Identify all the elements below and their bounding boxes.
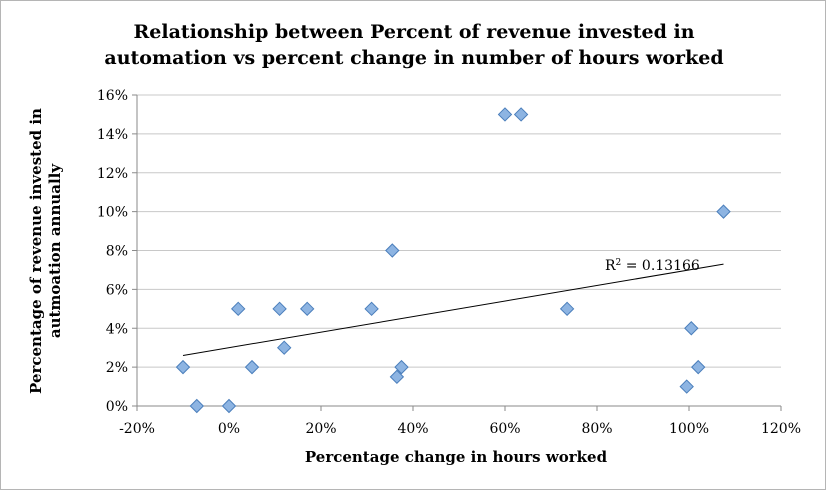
r-squared-prefix: R (605, 258, 616, 274)
data-point (189, 398, 205, 414)
data-point (221, 398, 237, 414)
r-squared-value: = 0.13166 (621, 258, 700, 274)
data-points (175, 107, 731, 414)
x-tick-label: -20% (119, 421, 155, 437)
y-axis-title-line-2: autmoation annually (46, 163, 64, 338)
chart-title-line-1: Relationship between Percent of revenue … (133, 21, 694, 43)
y-tick-label: 16% (97, 88, 128, 104)
y-axis-title: Percentage of revenue invested in autmoa… (27, 108, 64, 394)
data-point (679, 379, 694, 394)
data-point (684, 321, 699, 336)
data-point (276, 340, 292, 355)
y-tick-label: 8% (106, 244, 128, 260)
data-point (513, 107, 529, 122)
r-squared-label: R2 = 0.13166 (605, 258, 700, 274)
data-point (299, 301, 315, 317)
trendline-group (182, 263, 724, 356)
data-point (175, 359, 191, 375)
y-tick-label: 10% (97, 205, 128, 221)
data-point (389, 369, 405, 385)
trendline (182, 263, 724, 356)
r-squared-superscript: 2 (616, 258, 622, 268)
data-point (690, 359, 706, 375)
x-tick-label: 20% (305, 421, 336, 437)
data-point (272, 301, 287, 317)
data-point (230, 301, 246, 317)
data-point (364, 301, 379, 317)
x-tick-label: 120% (761, 421, 801, 437)
y-tick-label: 14% (97, 127, 128, 143)
tick-labels: 0% 2% 4% 6% 8% 10% 12% 14% 16% -20% 0% 20% 40% 60% 80%… (97, 88, 801, 437)
data-point (497, 107, 513, 122)
y-tick-label: 12% (97, 166, 128, 182)
data-point (559, 301, 575, 317)
data-point (716, 204, 731, 219)
x-tick-label: 0% (218, 421, 240, 437)
data-point (244, 359, 260, 375)
x-tick-label: 100% (669, 421, 709, 437)
chart-title-line-2: automation vs percent change in number o… (104, 47, 723, 69)
x-tick-label: 40% (397, 421, 428, 437)
y-tick-label: 0% (106, 399, 128, 415)
data-point (394, 359, 409, 375)
gridlines (137, 94, 781, 368)
axes (132, 94, 782, 411)
data-point (385, 243, 400, 258)
x-axis-title: Percentage change in hours worked (305, 448, 608, 466)
y-tick-label: 2% (106, 360, 128, 376)
x-tick-label: 80% (581, 421, 612, 437)
y-tick-label: 4% (106, 321, 128, 337)
y-axis-title-line-1: Percentage of revenue invested in (27, 108, 45, 394)
y-tick-label: 6% (106, 282, 128, 298)
x-tick-label: 60% (489, 421, 520, 437)
